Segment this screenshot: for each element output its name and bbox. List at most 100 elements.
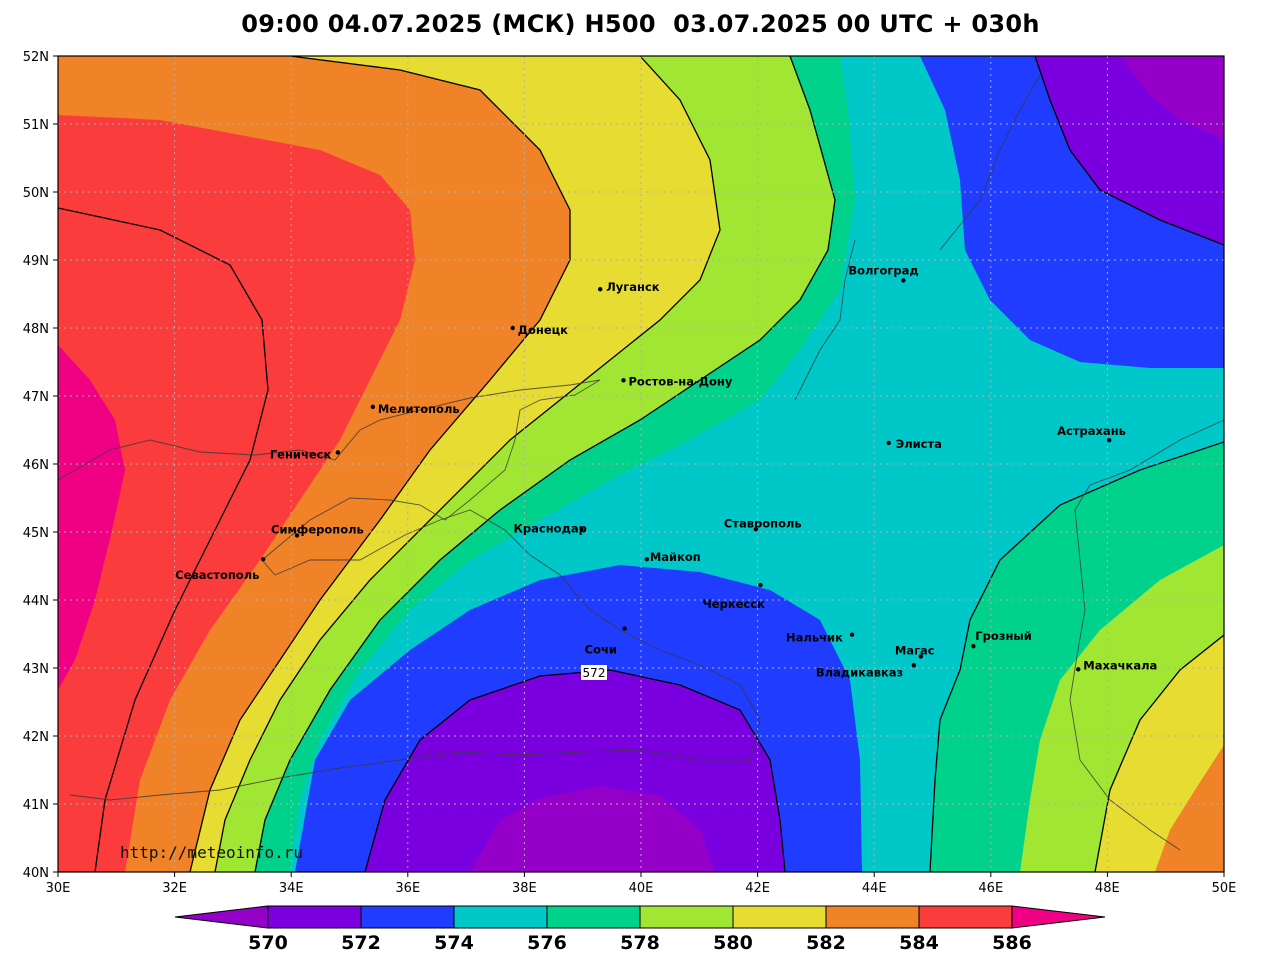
city-dot bbox=[971, 644, 976, 649]
colorbar-segment bbox=[546, 905, 641, 929]
y-tick-label: 49N bbox=[23, 254, 49, 269]
y-tick-label: 50N bbox=[23, 186, 49, 201]
city-label: Луганск bbox=[606, 280, 660, 294]
colorbar-segment bbox=[453, 905, 548, 929]
colorbar-label: 574 bbox=[434, 932, 474, 954]
watermark: http://meteoinfo.ru bbox=[120, 843, 303, 862]
y-axis-ticks: 40N 41N 42N 43N 44N 45N 46N 47N 48N 49N 50N 51N 52N bbox=[23, 50, 58, 881]
city-dot bbox=[261, 557, 266, 562]
contour-label-box bbox=[581, 665, 607, 680]
city-label: Астрахань bbox=[1057, 424, 1126, 438]
colorbar-segment bbox=[825, 905, 920, 929]
colorbar-max-arrow bbox=[1011, 905, 1106, 929]
city-dot bbox=[1076, 667, 1081, 672]
city-label: Махачкала bbox=[1083, 658, 1157, 672]
city-dot bbox=[911, 663, 917, 668]
colorbar-segment bbox=[267, 905, 362, 929]
city-dot bbox=[579, 527, 584, 532]
x-tick-label: 40E bbox=[629, 881, 654, 896]
y-tick-label: 42N bbox=[23, 730, 49, 745]
y-tick-label: 40N bbox=[23, 866, 49, 881]
colorbar-min-arrow bbox=[174, 905, 269, 929]
colorbar-label: 582 bbox=[806, 932, 846, 954]
city-label: Донецк bbox=[518, 323, 568, 337]
y-tick-label: 52N bbox=[23, 50, 49, 65]
colorbar-label: 576 bbox=[527, 932, 567, 954]
map-title: 09:00 04.07.2025 (МСК) H500 03.07.2025 0… bbox=[241, 10, 1040, 38]
colorbar-segment bbox=[732, 905, 827, 929]
x-tick-label: 50E bbox=[1212, 881, 1237, 896]
x-tick-label: 48E bbox=[1095, 881, 1120, 896]
city-label: Волгоград bbox=[848, 263, 918, 277]
city-label: Севастополь bbox=[175, 568, 259, 582]
city-label: Симферополь bbox=[271, 522, 364, 536]
colorbar-label: 584 bbox=[899, 932, 939, 954]
city-dot bbox=[886, 440, 891, 446]
y-tick-label: 48N bbox=[23, 322, 49, 337]
city-dot bbox=[1106, 438, 1112, 443]
city-label: Владикавказ bbox=[816, 665, 903, 679]
x-tick-label: 42E bbox=[745, 881, 770, 896]
city-label: Сочи bbox=[585, 643, 617, 657]
city-dot bbox=[622, 626, 627, 631]
colorbar-label: 580 bbox=[713, 932, 753, 954]
x-axis-ticks: 30E 32E 34E 36E 38E 40E 42E 44E 46E 48E 50E bbox=[46, 872, 1237, 896]
band-588-590 bbox=[58, 205, 268, 872]
colorbar-segment bbox=[918, 905, 1013, 929]
city-dot bbox=[294, 533, 300, 538]
city-label: Магас bbox=[895, 643, 935, 657]
city-dot bbox=[644, 557, 650, 562]
band-570-572-ne bbox=[1120, 56, 1224, 140]
colorbar: 570 572 574 576 578 580 582 584 586 bbox=[174, 905, 1106, 954]
y-tick-label: 51N bbox=[23, 118, 49, 133]
colorbar-label: 572 bbox=[341, 932, 381, 954]
city-label: Ставрополь bbox=[724, 516, 802, 530]
city-dot bbox=[918, 654, 924, 659]
band-570-572 bbox=[470, 786, 715, 872]
colorbar-segment bbox=[639, 905, 734, 929]
y-tick-label: 44N bbox=[23, 594, 49, 609]
city-label: Мелитополь bbox=[378, 402, 460, 416]
city-dot bbox=[370, 404, 376, 410]
x-tick-label: 36E bbox=[395, 881, 420, 896]
x-tick-label: 34E bbox=[279, 881, 304, 896]
x-tick-label: 46E bbox=[978, 881, 1003, 896]
city-dot bbox=[510, 325, 515, 331]
band-586-top bbox=[58, 345, 125, 690]
x-tick-label: 44E bbox=[862, 881, 887, 896]
x-tick-label: 32E bbox=[162, 881, 187, 896]
x-tick-label: 30E bbox=[46, 881, 71, 896]
city-dot bbox=[621, 378, 626, 383]
contour-lines bbox=[58, 56, 1224, 872]
city-dot bbox=[901, 278, 906, 283]
city-label: Элиста bbox=[896, 437, 942, 451]
y-tick-label: 43N bbox=[23, 662, 49, 677]
y-tick-label: 46N bbox=[23, 458, 49, 473]
colorbar-label: 586 bbox=[992, 932, 1032, 954]
band-584-586-se bbox=[1155, 745, 1224, 872]
y-tick-label: 47N bbox=[23, 390, 49, 405]
city-label: Ростов-на-Дону bbox=[629, 374, 733, 388]
y-tick-label: 41N bbox=[23, 798, 49, 813]
city-label: Нальчик bbox=[786, 631, 843, 645]
city-markers: Волгоград Луганск Донецк Ростов-на-Дону Мели… bbox=[175, 263, 1157, 679]
city-dot bbox=[597, 287, 603, 292]
city-label: Грозный bbox=[975, 629, 1032, 643]
city-dot bbox=[753, 527, 759, 532]
city-label: Черкесск bbox=[703, 597, 766, 611]
city-dot bbox=[335, 450, 341, 455]
contour-label: 572 bbox=[583, 666, 606, 680]
city-label: Краснодар bbox=[514, 521, 587, 535]
city-dot bbox=[849, 632, 855, 637]
city-label: Майкоп bbox=[650, 550, 701, 564]
city-dot bbox=[758, 582, 763, 588]
x-tick-label: 38E bbox=[512, 881, 537, 896]
colorbar-label: 570 bbox=[248, 932, 288, 954]
y-tick-label: 45N bbox=[23, 526, 49, 541]
field-bands bbox=[58, 56, 1224, 872]
grid-lines bbox=[58, 56, 1224, 872]
coastlines bbox=[58, 74, 1224, 851]
colorbar-segment bbox=[360, 905, 455, 929]
colorbar-label: 578 bbox=[620, 932, 660, 954]
